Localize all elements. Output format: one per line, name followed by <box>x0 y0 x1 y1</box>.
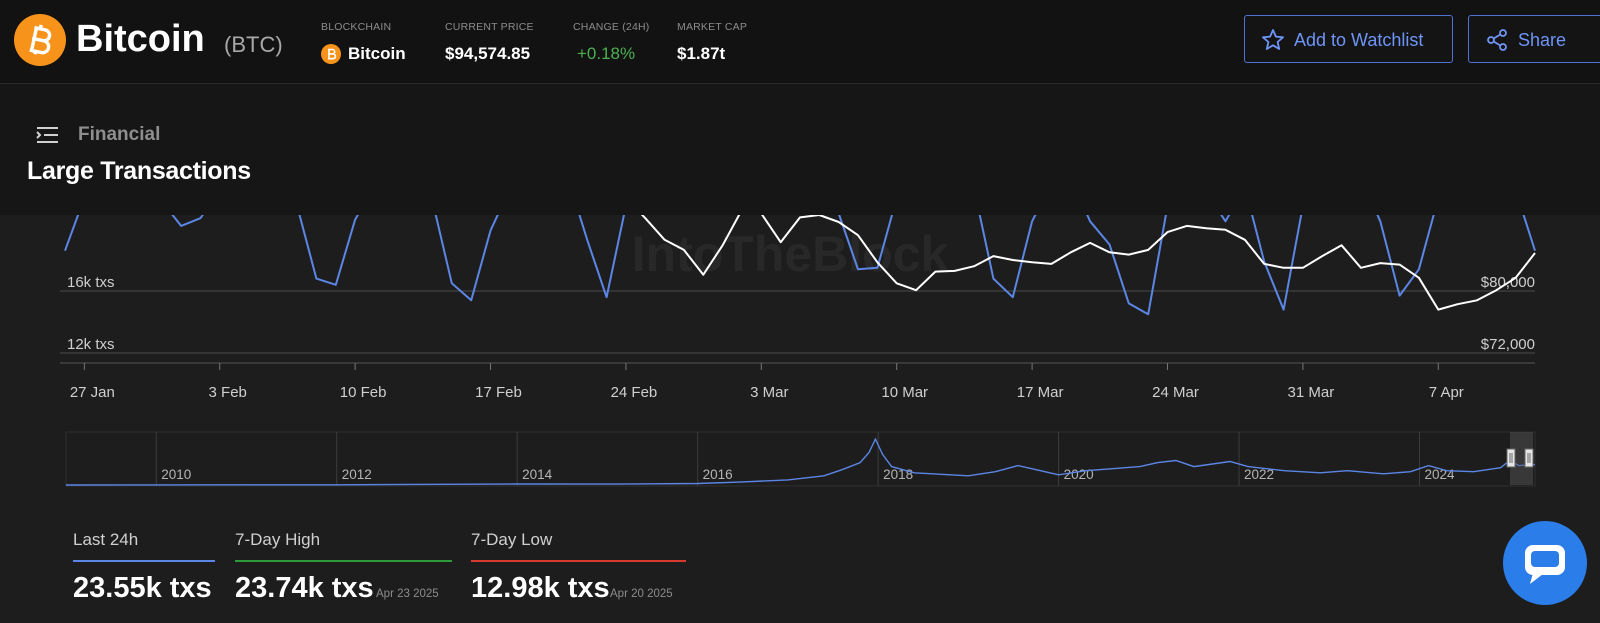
x-tick-label: 17 Feb <box>475 384 522 401</box>
navigator-tick-label: 2016 <box>703 467 733 482</box>
x-tick-label: 24 Feb <box>611 384 658 401</box>
y-tick-label: 12k txs <box>67 336 115 353</box>
card-label: 7-Day High <box>235 530 321 549</box>
navigator-tick-label: 2022 <box>1244 467 1274 482</box>
card-underline <box>471 560 686 562</box>
stat-label: CURRENT PRICE <box>445 21 534 33</box>
asset-ticker: (BTC) <box>224 32 283 57</box>
navigator-line <box>65 437 1536 486</box>
navigator-selection <box>1510 432 1533 485</box>
card-underline <box>73 560 215 562</box>
x-tick-label: 3 Mar <box>750 384 788 401</box>
navigator-tick-label: 2020 <box>1064 467 1094 482</box>
x-tick-label: 10 Mar <box>881 384 928 401</box>
y2-tick-label: $72,000 <box>1481 336 1535 353</box>
card-date: Apr 20 2025 <box>610 588 673 600</box>
y-tick-label: 16k txs <box>67 274 115 291</box>
card-date: Apr 23 2025 <box>376 588 439 600</box>
x-tick-label: 10 Feb <box>340 384 387 401</box>
chain-icon <box>321 44 341 64</box>
card-value: 12.98k txs <box>471 572 610 604</box>
x-tick-label: 31 Mar <box>1288 384 1335 401</box>
navigator-tick-label: 2010 <box>161 467 191 482</box>
x-tick-label: 7 Apr <box>1429 384 1464 401</box>
button-label: Share <box>1518 30 1567 50</box>
navigator-tick-label: 2018 <box>883 467 913 482</box>
navigator-handle <box>1506 448 1516 468</box>
navigator-tick-label: 2012 <box>342 467 372 482</box>
stat-label: CHANGE (24H) <box>573 21 650 33</box>
section-category: Financial <box>78 124 161 145</box>
navigator-tick-label: 2014 <box>522 467 553 482</box>
stat-label: BLOCKCHAIN <box>321 21 392 33</box>
x-tick-label: 24 Mar <box>1152 384 1199 401</box>
stat-value: +0.18% <box>577 44 636 63</box>
button-label: Add to Watchlist <box>1294 30 1424 50</box>
card-label: Last 24h <box>73 530 139 549</box>
card-value: 23.55k txs <box>73 572 212 604</box>
watchlist-button[interactable]: Add to Watchlist <box>1244 15 1453 63</box>
stat-value: Bitcoin <box>348 44 406 63</box>
navigator-handle <box>1524 448 1534 468</box>
navigator-frame <box>65 431 1536 487</box>
watermark: IntoTheBlock <box>632 226 949 282</box>
header: Bitcoin (BTC) BLOCKCHAIN Bitcoin CURRENT… <box>0 0 1600 84</box>
share-icon <box>1487 29 1507 51</box>
asset-name: Bitcoin <box>76 18 205 60</box>
star-icon <box>1262 29 1284 50</box>
stat-label: MARKET CAP <box>677 21 748 33</box>
x-tick-label: 17 Mar <box>1017 384 1064 401</box>
card-value: 23.74k txs <box>235 572 374 604</box>
x-tick-label: 27 Jan <box>70 384 115 401</box>
section-title: Large Transactions <box>27 157 251 185</box>
stat-value: $94,574.85 <box>445 44 531 63</box>
share-button[interactable]: Share <box>1468 15 1600 63</box>
chat-button[interactable] <box>1503 521 1587 605</box>
coin-icon <box>14 14 66 66</box>
menu-icon <box>36 127 58 143</box>
card-underline <box>235 560 452 562</box>
card-label: 7-Day Low <box>471 530 553 549</box>
section-header: Financial Large Transactions <box>0 84 1600 215</box>
x-tick-label: 3 Feb <box>209 384 247 401</box>
stat-value: $1.87t <box>677 44 726 63</box>
